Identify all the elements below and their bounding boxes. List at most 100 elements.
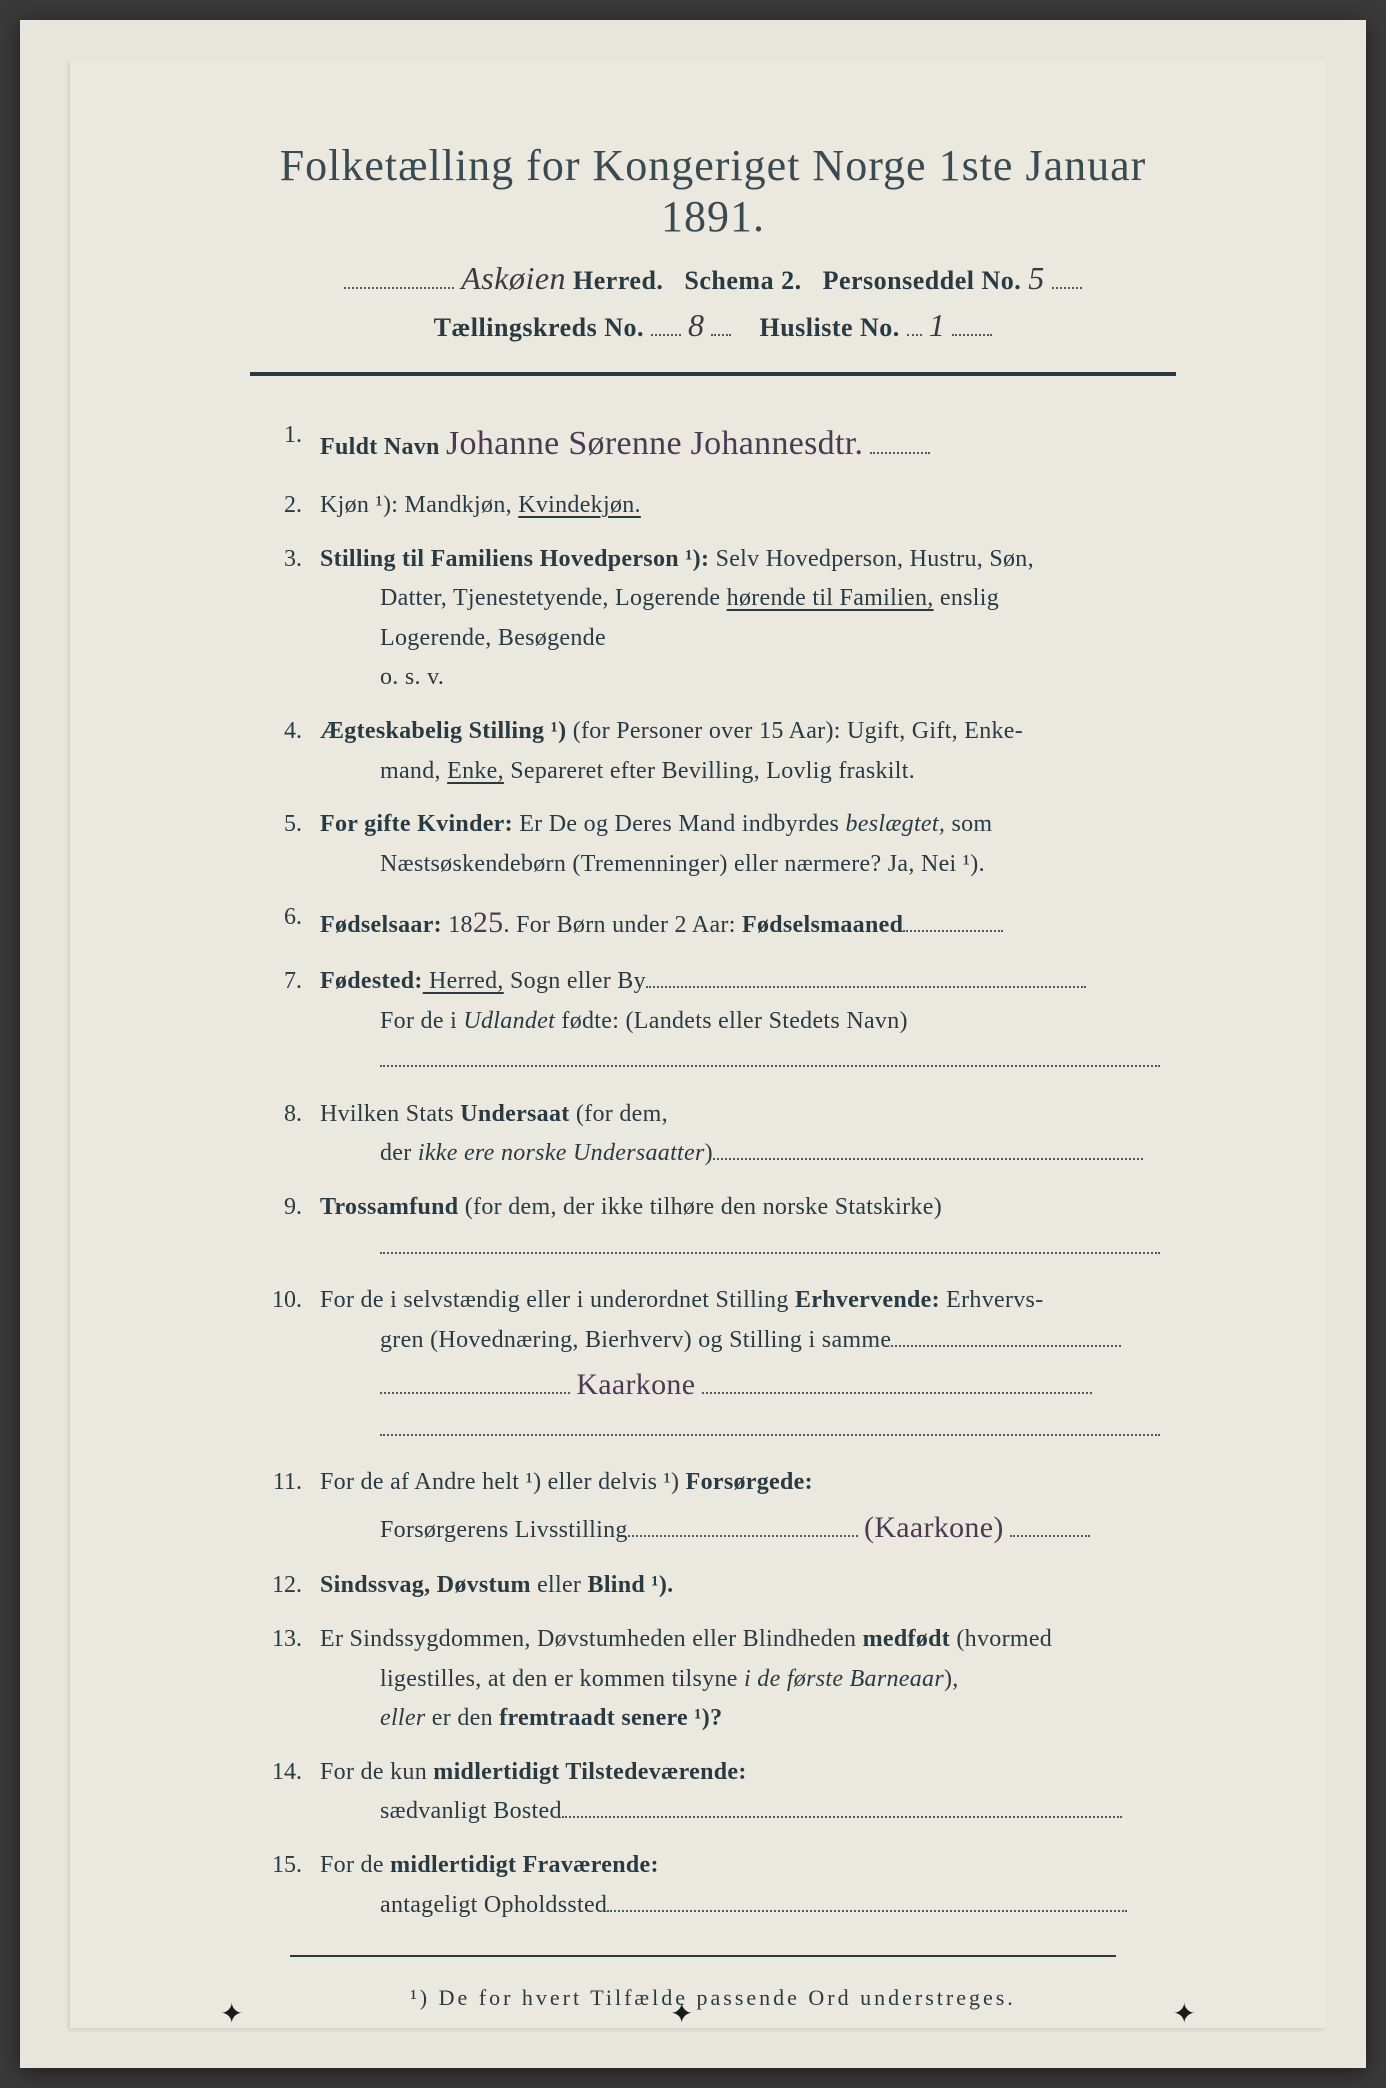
dots bbox=[628, 1535, 858, 1537]
bold: Sindssvag, Døvstum bbox=[320, 1572, 531, 1598]
herred-label: Herred. bbox=[573, 266, 663, 295]
bold: Forsørgede: bbox=[686, 1469, 813, 1495]
dots bbox=[952, 334, 992, 336]
it: eller bbox=[380, 1705, 425, 1731]
row-body: Stilling til Familiens Hovedperson ¹): S… bbox=[320, 540, 1166, 698]
line2: Datter, Tjenestetyende, Logerende hørend… bbox=[320, 579, 1166, 619]
bold: midlertidigt Fraværende: bbox=[390, 1852, 659, 1878]
line2: Næstsøskendebørn (Tremenninger) eller næ… bbox=[320, 845, 1166, 885]
t: fødte: (Landets eller Stedets Navn) bbox=[555, 1008, 908, 1034]
t: enslig bbox=[934, 585, 999, 611]
rest: eller bbox=[531, 1572, 588, 1598]
line2: sædvanligt Bosted bbox=[320, 1792, 1166, 1832]
t: antageligt Opholdssted bbox=[380, 1892, 607, 1918]
row-1: 1. Fuldt Navn Johanne Sørenne Johannesdt… bbox=[260, 416, 1166, 472]
dots bbox=[907, 334, 922, 336]
t: (for dem, bbox=[570, 1101, 668, 1127]
dots bbox=[380, 1252, 1160, 1254]
blank-line bbox=[320, 1410, 1166, 1450]
t: mand, bbox=[380, 758, 447, 784]
u: hørende til Familien, bbox=[727, 585, 934, 611]
u: Herred, bbox=[423, 968, 504, 994]
form-body: 1. Fuldt Navn Johanne Sørenne Johannesdt… bbox=[230, 416, 1196, 1925]
lead: Ægteskabelig Stilling ¹) bbox=[320, 718, 566, 744]
row-body: For de kun midlertidigt Tilstedeværende:… bbox=[320, 1753, 1166, 1832]
row-14: 14. For de kun midlertidigt Tilstedevære… bbox=[260, 1753, 1166, 1832]
t: For de bbox=[320, 1852, 390, 1878]
t: For de kun bbox=[320, 1759, 433, 1785]
row-body: Fødselsaar: 1825. For Børn under 2 Aar: … bbox=[320, 898, 1166, 948]
row-num: 3. bbox=[260, 540, 320, 698]
t: gren (Hovednæring, Bierhverv) og Stillin… bbox=[380, 1327, 891, 1353]
t: Forsørgerens Livsstilling bbox=[380, 1517, 628, 1543]
bold: Erhvervende: bbox=[795, 1287, 940, 1313]
dots bbox=[607, 1910, 1127, 1912]
t: Hvilken Stats bbox=[320, 1101, 460, 1127]
lead: Stilling til Familiens Hovedperson ¹): bbox=[320, 546, 709, 572]
scanned-page: Folketælling for Kongeriget Norge 1ste J… bbox=[20, 20, 1366, 2068]
line2: der ikke ere norske Undersaatter) bbox=[320, 1134, 1166, 1174]
line2: gren (Hovednæring, Bierhverv) og Stillin… bbox=[320, 1321, 1166, 1361]
lead-dots bbox=[344, 287, 454, 289]
row-5: 5. For gifte Kvinder: Er De og Deres Man… bbox=[260, 805, 1166, 884]
t: ), bbox=[944, 1666, 959, 1692]
row-8: 8. Hvilken Stats Undersaat (for dem, der… bbox=[260, 1095, 1166, 1174]
dots bbox=[903, 930, 1003, 932]
row-num: 9. bbox=[260, 1188, 320, 1267]
row-4: 4. Ægteskabelig Stilling ¹) (for Persone… bbox=[260, 712, 1166, 791]
rest2: som bbox=[945, 811, 992, 837]
t: Separeret efter Bevilling, Lovlig fraski… bbox=[504, 758, 915, 784]
provider-hw: (Kaarkone) bbox=[864, 1511, 1004, 1544]
row-body: For de af Andre helt ¹) eller delvis ¹) … bbox=[320, 1463, 1166, 1552]
blank-line bbox=[320, 1041, 1166, 1081]
row-body: For gifte Kvinder: Er De og Deres Mand i… bbox=[320, 805, 1166, 884]
it: beslægtet, bbox=[845, 811, 945, 837]
schema-label: Schema 2. bbox=[684, 266, 801, 295]
row-body: Fødested: Herred, Sogn eller By For de i… bbox=[320, 962, 1166, 1081]
bold: medfødt bbox=[863, 1626, 950, 1652]
t: For de af Andre helt ¹) eller delvis ¹) bbox=[320, 1469, 686, 1495]
bold2: Blind ¹). bbox=[588, 1572, 674, 1598]
lead: Fødested: bbox=[320, 968, 423, 994]
row-9: 9. Trossamfund (for dem, der ikke tilhør… bbox=[260, 1188, 1166, 1267]
subtitle-line-2: Tællingskreds No. 8 Husliste No. 1 bbox=[230, 307, 1196, 344]
trail-dots bbox=[1052, 287, 1082, 289]
row-num: 7. bbox=[260, 962, 320, 1081]
row-body: Ægteskabelig Stilling ¹) (for Personer o… bbox=[320, 712, 1166, 791]
herred-handwritten: Askøien bbox=[461, 260, 566, 297]
husliste-no: 1 bbox=[929, 307, 946, 344]
row-body: For de i selvstændig eller i underordnet… bbox=[320, 1281, 1166, 1449]
row-2: 2. Kjøn ¹): Mandkjøn, Kvindekjøn. bbox=[260, 486, 1166, 526]
row-10: 10. For de i selvstændig eller i underor… bbox=[260, 1281, 1166, 1449]
t: ligestilles, at den er kommen tilsyne bbox=[380, 1666, 744, 1692]
t: der bbox=[380, 1140, 418, 1166]
kreds-label: Tællingskreds No. bbox=[434, 313, 644, 342]
row-15: 15. For de midlertidigt Fraværende: anta… bbox=[260, 1846, 1166, 1925]
bold: midlertidigt Tilstedeværende: bbox=[433, 1759, 746, 1785]
t: Erhvervs- bbox=[940, 1287, 1044, 1313]
line2: antageligt Opholdssted bbox=[320, 1886, 1166, 1926]
yr-pre: 18 bbox=[442, 912, 473, 938]
dots bbox=[711, 334, 731, 336]
row-num: 1. bbox=[260, 416, 320, 472]
row-num: 6. bbox=[260, 898, 320, 948]
it: ikke ere norske Undersaatter bbox=[418, 1140, 705, 1166]
kreds-no: 8 bbox=[688, 307, 705, 344]
row-body: Sindssvag, Døvstum eller Blind ¹). bbox=[320, 1566, 1166, 1606]
rest: Er De og Deres Mand indbyrdes bbox=[513, 811, 846, 837]
dots bbox=[891, 1345, 1121, 1347]
row-7: 7. Fødested: Herred, Sogn eller By For d… bbox=[260, 962, 1166, 1081]
occupation-hw: Kaarkone bbox=[576, 1368, 695, 1401]
row-body: Kjøn ¹): Mandkjøn, Kvindekjøn. bbox=[320, 486, 1166, 526]
line4: o. s. v. bbox=[320, 658, 1166, 698]
bold: Undersaat bbox=[460, 1101, 569, 1127]
personseddel-label: Personseddel No. bbox=[823, 266, 1022, 295]
dots bbox=[651, 334, 681, 336]
underlined: Kvindekjøn. bbox=[518, 492, 641, 518]
dots bbox=[702, 1392, 1092, 1394]
year-hw: 25 bbox=[473, 906, 504, 939]
label: Fuldt Navn bbox=[320, 434, 440, 460]
row-3: 3. Stilling til Familiens Hovedperson ¹)… bbox=[260, 540, 1166, 698]
lead: Fødselsaar: bbox=[320, 912, 442, 938]
main-title: Folketælling for Kongeriget Norge 1ste J… bbox=[230, 140, 1196, 242]
